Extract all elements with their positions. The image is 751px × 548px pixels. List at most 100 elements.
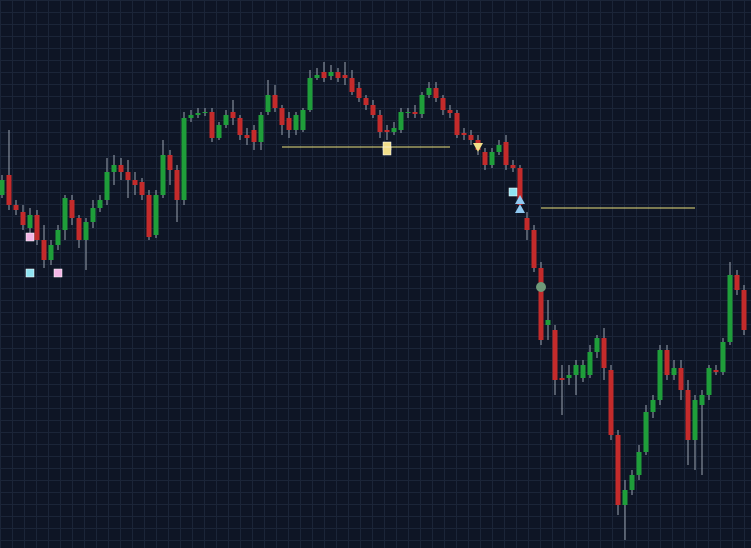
candle-body (230, 112, 236, 118)
candle-body (160, 155, 166, 195)
marker-square (25, 232, 35, 242)
marker-triangle-down (473, 143, 483, 152)
candle-body (111, 165, 117, 172)
candle-body (601, 338, 607, 368)
candle-body (83, 222, 89, 240)
candle-body (734, 275, 740, 290)
candle-body (97, 200, 103, 208)
candle-body (349, 78, 355, 92)
candle-body (41, 240, 47, 260)
candle-body (405, 112, 411, 113)
marker-square (25, 268, 35, 278)
candle-body (118, 165, 124, 172)
candle-body (622, 490, 628, 505)
candle-body (216, 125, 222, 138)
candle-body (62, 198, 68, 230)
candle-body (363, 98, 369, 105)
candle-body (643, 412, 649, 452)
candle-body (440, 98, 446, 110)
candle-body (181, 118, 187, 200)
candle-body (671, 368, 677, 375)
candle-body (335, 72, 341, 78)
candle-body (524, 218, 530, 230)
candle-body (251, 130, 257, 142)
marker-square (382, 146, 392, 156)
candle-body (356, 88, 362, 98)
candle-body (244, 135, 250, 138)
candle-body (391, 128, 397, 132)
candle-body (559, 378, 565, 380)
candle-body (545, 320, 551, 325)
marker-square (508, 187, 518, 197)
candle-body (328, 72, 334, 76)
candle-body (398, 112, 404, 130)
candle-body (538, 268, 544, 340)
candle-body (727, 275, 733, 342)
candle-body (48, 245, 54, 260)
marker-circle (536, 282, 546, 292)
candle-body (27, 215, 33, 228)
candle-body (510, 165, 516, 168)
candle-body (139, 182, 145, 195)
candle-body (377, 115, 383, 132)
candle-body (741, 290, 747, 330)
candle-body (104, 172, 110, 200)
candle-body (195, 113, 201, 115)
candle-body (209, 112, 215, 138)
candle-body (0, 180, 5, 195)
candle-body (685, 390, 691, 440)
candle-body (132, 180, 138, 185)
candle-body (286, 118, 292, 130)
candle-body (531, 230, 537, 268)
candle-body (713, 370, 719, 372)
candle-body (174, 170, 180, 200)
candle-body (237, 118, 243, 135)
candle-body (468, 135, 474, 140)
candle-body (573, 365, 579, 375)
candle-body (692, 400, 698, 440)
candle-body (265, 95, 271, 112)
candle-body (307, 78, 313, 110)
candle-body (447, 110, 453, 113)
candle-body (461, 133, 467, 135)
candle-body (664, 350, 670, 375)
candle-body (657, 350, 663, 400)
candle-body (167, 155, 173, 170)
candle-body (720, 342, 726, 372)
candle-body (482, 152, 488, 165)
candle-body (566, 375, 572, 378)
candle-body (146, 195, 152, 237)
candle-body (370, 105, 376, 115)
candle-body (90, 208, 96, 222)
candle-body (125, 172, 131, 180)
candle-body (594, 338, 600, 352)
candle-body (69, 200, 75, 218)
candle-body (629, 475, 635, 490)
candle-body (426, 88, 432, 95)
candle-body (678, 368, 684, 390)
candle-body (615, 435, 621, 505)
candle-body (489, 152, 495, 165)
marker-square (53, 268, 63, 278)
candle-body (433, 88, 439, 98)
candle-body (76, 218, 82, 240)
candle-body (223, 115, 229, 125)
candle-body (706, 368, 712, 395)
marker-triangle-up (515, 204, 525, 213)
candle-body (384, 130, 390, 132)
candle-body (6, 175, 12, 205)
candle-body (202, 112, 208, 113)
candle-body (55, 230, 61, 245)
candle-body (13, 205, 19, 210)
candle-body (454, 113, 460, 135)
candle-body (580, 365, 586, 378)
candle-body (321, 72, 327, 78)
candle-body (503, 142, 509, 165)
candle-body (699, 395, 705, 405)
candle-body (258, 115, 264, 142)
candle-body (314, 75, 320, 78)
candle-body (552, 330, 558, 380)
candle-body (20, 212, 26, 225)
